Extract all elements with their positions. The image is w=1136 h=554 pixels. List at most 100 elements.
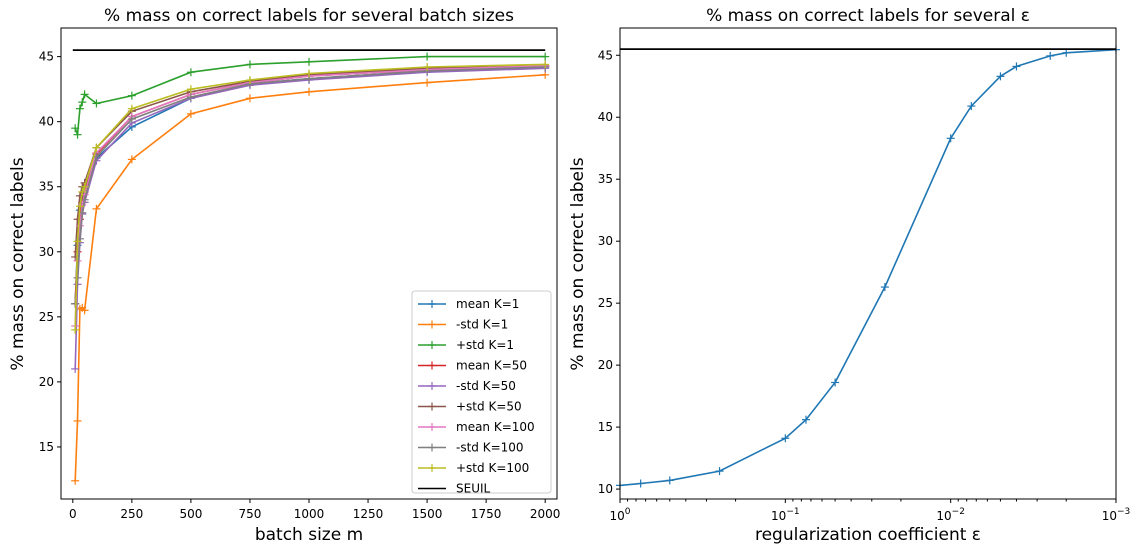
data-point <box>186 68 195 77</box>
data-point <box>541 52 550 61</box>
legend-box <box>411 290 552 494</box>
series-line <box>74 55 546 135</box>
data-point <box>71 476 80 485</box>
legend-label: mean K=1 <box>456 297 519 311</box>
data-point <box>73 130 82 139</box>
data-point <box>80 90 89 99</box>
legend-item: mean K=1 <box>418 297 519 311</box>
data-point <box>186 109 195 118</box>
data-point <box>73 237 82 246</box>
right-x-axis-label: regularization coefficient ε <box>755 525 981 545</box>
data-point <box>996 72 1005 81</box>
data-point <box>245 94 254 103</box>
legend-marker <box>428 423 436 431</box>
data-point <box>880 283 889 292</box>
data-point <box>636 479 645 488</box>
x-tick-label: 1500 <box>412 507 443 521</box>
data-point <box>245 60 254 69</box>
data-point <box>92 204 101 213</box>
legend-label: mean K=100 <box>456 420 535 434</box>
legend-item: +std K=50 <box>418 400 522 414</box>
right-axes-frame <box>619 27 1117 500</box>
data-point <box>245 76 254 85</box>
series-line <box>74 74 546 481</box>
legend-item: -std K=1 <box>418 318 508 332</box>
y-tick-label: 40 <box>39 115 54 129</box>
legend-item: +std K=100 <box>418 461 529 475</box>
x-tick-label: 1000 <box>294 507 325 521</box>
data-point <box>541 60 550 69</box>
y-tick-label: 40 <box>598 110 613 124</box>
data-point <box>305 57 313 66</box>
y-tick-label: 30 <box>39 245 54 259</box>
legend-item: mean K=100 <box>418 420 535 434</box>
left-chart-title: % mass on correct labels for several bat… <box>104 6 514 26</box>
data-point <box>831 378 840 387</box>
x-tick-label: 10−3 <box>1102 507 1131 523</box>
x-tick-label: 100 <box>609 507 630 523</box>
left-chart: % mass on correct labels for several bat… <box>8 6 560 545</box>
data-point <box>781 434 790 443</box>
legend-label: mean K=50 <box>456 359 527 373</box>
data-point <box>73 416 82 425</box>
data-point <box>1062 48 1071 57</box>
series-line <box>74 63 546 330</box>
data-point <box>946 134 955 143</box>
legend-label: +std K=100 <box>456 461 529 475</box>
data-point <box>75 104 84 113</box>
data-point <box>73 273 82 282</box>
y-tick-label: 20 <box>39 375 54 389</box>
data-point <box>80 182 89 191</box>
legend-item: mean K=50 <box>418 359 527 373</box>
x-tick-label: 10−1 <box>771 507 800 523</box>
legend-label: -std K=50 <box>456 379 516 393</box>
legend-label: SEUIL <box>456 482 491 496</box>
legend-marker <box>428 341 436 349</box>
left-axes-frame <box>60 27 558 500</box>
data-point <box>127 91 136 100</box>
series-line <box>74 66 546 304</box>
x-tick-label: 1250 <box>353 507 384 521</box>
legend-marker <box>428 382 436 390</box>
left-x-axis-label: batch size m <box>255 525 363 545</box>
data-point <box>423 63 432 72</box>
legend-marker <box>428 361 436 370</box>
x-tick-label: 500 <box>179 507 202 521</box>
data-point <box>127 155 136 164</box>
series-line <box>74 64 546 327</box>
x-tick-label: 10−2 <box>936 507 965 523</box>
legend-label: -std K=100 <box>456 441 524 455</box>
legend-label: -std K=1 <box>456 318 508 332</box>
data-point <box>80 195 89 204</box>
data-point <box>423 52 432 61</box>
data-point <box>801 415 810 424</box>
legend-item: SEUIL <box>418 482 491 496</box>
data-point <box>665 476 674 485</box>
data-point <box>127 104 136 113</box>
series-std-k-1 <box>71 70 550 485</box>
x-tick-label: 2000 <box>530 507 561 521</box>
data-point <box>71 124 80 133</box>
data-point <box>71 364 80 373</box>
legend-marker <box>428 464 436 472</box>
x-tick-label: 0 <box>69 507 77 521</box>
legend-label: +std K=1 <box>456 338 514 352</box>
series-std-k-100 <box>71 60 550 334</box>
legend-marker <box>428 320 436 329</box>
data-point <box>71 325 80 334</box>
right-y-axis-label: % mass on correct labels <box>568 157 588 370</box>
y-tick-label: 10 <box>598 482 613 496</box>
legend-label: +std K=50 <box>456 400 522 414</box>
data-point <box>78 98 87 107</box>
data-point <box>92 143 101 152</box>
legend-items: mean K=1 -std K=1 +std K=1 mean K=50 -std K=… <box>418 297 535 496</box>
legend-marker <box>428 443 436 452</box>
x-tick-label: 750 <box>238 507 261 521</box>
legend-marker <box>428 402 436 411</box>
data-point <box>1012 62 1021 71</box>
right-chart: % mass on correct labels for several ε 1… <box>568 6 1130 545</box>
y-tick-label: 45 <box>598 48 613 62</box>
data-point <box>967 102 976 111</box>
data-point <box>92 99 101 108</box>
